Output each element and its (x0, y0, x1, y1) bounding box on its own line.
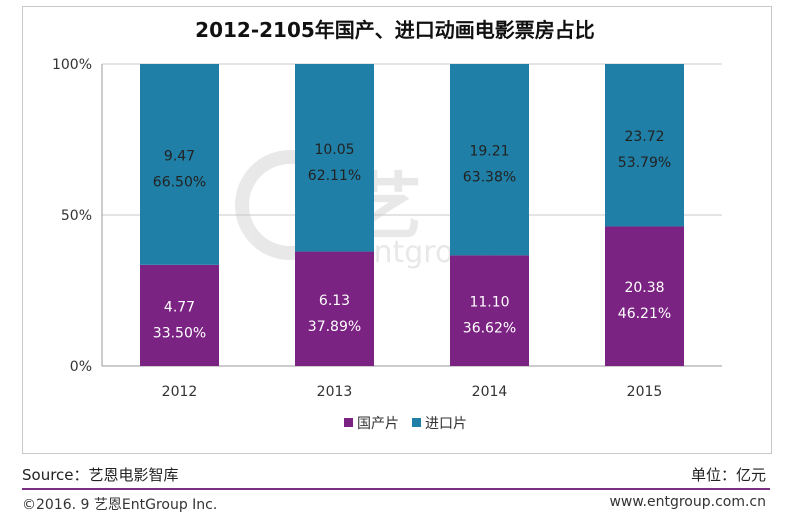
data-label-domestic-amount: 20.38 (624, 280, 664, 296)
data-label-imported-amount: 19.21 (469, 144, 509, 160)
x-tick-label: 2012 (162, 384, 198, 400)
unit-note: 单位：亿元 (691, 464, 766, 485)
data-label-domestic-percent: 46.21% (618, 306, 671, 322)
y-tick-label: 100% (52, 57, 92, 73)
legend-label-domestic: 国产片 (357, 416, 399, 432)
data-label-domestic-percent: 37.89% (308, 319, 361, 335)
website-link[interactable]: www.entgroup.com.cn (609, 494, 766, 510)
x-tick-label: 2015 (627, 384, 663, 400)
y-tick-label: 0% (70, 359, 92, 375)
stacked-bar-chart: 艺 entgroup 4.7733.50%9.4766.50%6.1337.89… (0, 0, 790, 460)
data-label-domestic-amount: 4.77 (164, 299, 195, 315)
data-label-imported-percent: 62.11% (308, 168, 361, 184)
footer-divider (22, 488, 770, 490)
data-label-imported-amount: 9.47 (164, 148, 195, 164)
y-tick-label: 50% (61, 208, 92, 224)
x-tick-label: 2013 (317, 384, 353, 400)
data-label-imported-amount: 10.05 (314, 142, 354, 158)
legend-swatch-domestic (344, 418, 353, 427)
data-label-imported-percent: 63.38% (463, 170, 516, 186)
copyright-text: ©2016. 9 艺恩EntGroup Inc. (22, 494, 217, 514)
data-label-domestic-amount: 6.13 (319, 293, 350, 309)
legend-swatch-imported (412, 418, 421, 427)
legend-label-imported: 进口片 (425, 416, 467, 432)
data-label-domestic-amount: 11.10 (469, 295, 509, 311)
data-label-domestic-percent: 33.50% (153, 325, 206, 341)
data-label-imported-percent: 53.79% (618, 155, 671, 171)
data-label-domestic-percent: 36.62% (463, 321, 516, 337)
data-label-imported-amount: 23.72 (624, 129, 664, 145)
source-note: Source：艺恩电影智库 (22, 464, 179, 485)
x-tick-label: 2014 (472, 384, 508, 400)
data-label-imported-percent: 66.50% (153, 174, 206, 190)
